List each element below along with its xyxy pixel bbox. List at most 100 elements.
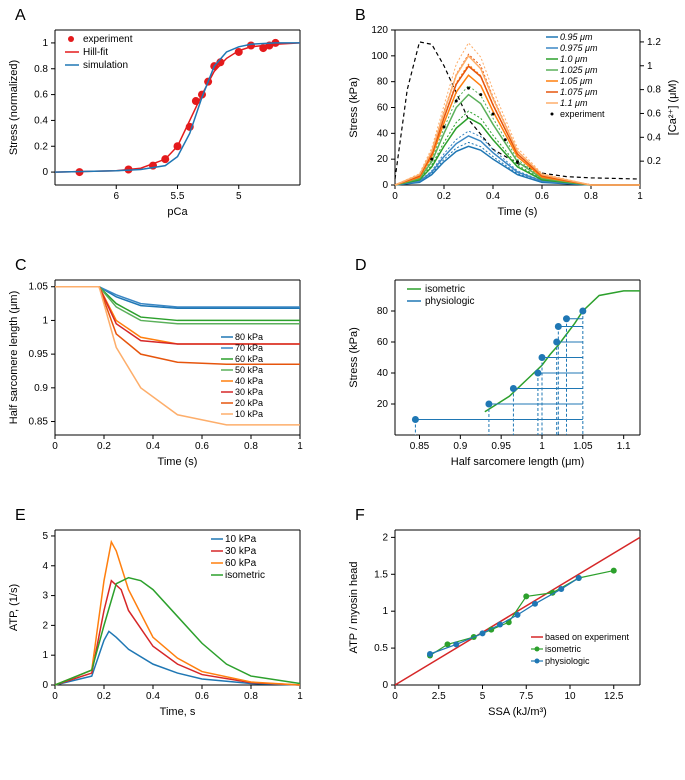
svg-text:0.4: 0.4	[647, 132, 661, 143]
svg-text:1.2: 1.2	[647, 37, 661, 48]
svg-text:SSA (kJ/m³): SSA (kJ/m³)	[488, 706, 547, 718]
svg-text:1: 1	[647, 61, 653, 72]
svg-text:Time (s): Time (s)	[498, 206, 538, 218]
svg-text:0: 0	[42, 167, 48, 178]
svg-text:Stress (normalized): Stress (normalized)	[8, 60, 20, 155]
svg-text:0.85: 0.85	[29, 417, 49, 428]
svg-text:20: 20	[377, 399, 389, 410]
svg-text:70 kPa: 70 kPa	[235, 343, 263, 353]
svg-text:2.5: 2.5	[432, 691, 446, 702]
svg-text:0: 0	[52, 691, 58, 702]
svg-text:60 kPa: 60 kPa	[235, 354, 263, 364]
svg-text:0: 0	[382, 680, 388, 691]
svg-text:physiologic: physiologic	[425, 296, 474, 307]
svg-text:[Ca²⁺] (μM): [Ca²⁺] (μM)	[667, 80, 679, 136]
svg-text:0.95 μm: 0.95 μm	[560, 32, 593, 42]
svg-text:0.8: 0.8	[647, 85, 661, 96]
svg-text:60: 60	[377, 337, 389, 348]
svg-text:1: 1	[637, 191, 643, 202]
svg-text:B: B	[355, 7, 366, 24]
svg-text:0.975 μm: 0.975 μm	[560, 43, 598, 53]
svg-text:1.05: 1.05	[29, 282, 49, 293]
svg-text:1: 1	[42, 38, 48, 49]
svg-text:5: 5	[42, 531, 48, 542]
svg-text:0.8: 0.8	[244, 691, 258, 702]
svg-text:20: 20	[377, 154, 389, 165]
svg-text:based on experiment: based on experiment	[545, 632, 630, 642]
svg-text:isometric: isometric	[225, 570, 265, 581]
svg-text:0.6: 0.6	[535, 191, 549, 202]
svg-text:0.8: 0.8	[34, 64, 48, 75]
svg-text:1.05: 1.05	[573, 441, 593, 452]
svg-text:0.85: 0.85	[410, 441, 430, 452]
svg-text:20 kPa: 20 kPa	[235, 398, 263, 408]
svg-text:0.95: 0.95	[491, 441, 511, 452]
svg-text:0: 0	[382, 180, 388, 191]
svg-text:5: 5	[480, 691, 486, 702]
svg-text:0: 0	[52, 441, 58, 452]
svg-text:60: 60	[377, 103, 389, 114]
svg-text:2: 2	[382, 532, 388, 543]
svg-text:Time, s: Time, s	[160, 706, 196, 718]
svg-text:1.075 μm: 1.075 μm	[560, 87, 598, 97]
svg-text:0.95: 0.95	[29, 349, 49, 360]
svg-text:5.5: 5.5	[171, 191, 185, 202]
svg-text:1.1 μm: 1.1 μm	[560, 98, 588, 108]
svg-text:Stress (kPa): Stress (kPa)	[348, 327, 360, 388]
svg-text:isometric: isometric	[545, 644, 582, 654]
svg-text:10: 10	[564, 691, 576, 702]
svg-text:120: 120	[371, 25, 388, 36]
svg-text:4: 4	[42, 561, 48, 572]
svg-text:0.8: 0.8	[244, 441, 258, 452]
figure-svg: A65.5500.20.40.60.81pCaStress (normalize…	[0, 0, 685, 775]
svg-text:30 kPa: 30 kPa	[235, 387, 263, 397]
svg-text:physiologic: physiologic	[545, 656, 590, 666]
svg-text:80 kPa: 80 kPa	[235, 332, 263, 342]
svg-text:2: 2	[42, 620, 48, 631]
svg-text:Hill-fit: Hill-fit	[83, 47, 108, 58]
svg-text:pCa: pCa	[167, 206, 188, 218]
svg-text:0.4: 0.4	[146, 691, 160, 702]
svg-text:C: C	[15, 257, 27, 274]
svg-text:0.6: 0.6	[195, 441, 209, 452]
svg-text:0: 0	[392, 691, 398, 702]
svg-text:1.1: 1.1	[617, 441, 631, 452]
svg-text:0: 0	[42, 680, 48, 691]
svg-text:0.2: 0.2	[437, 191, 451, 202]
svg-text:1.5: 1.5	[374, 569, 388, 580]
svg-text:40: 40	[377, 128, 389, 139]
svg-text:F: F	[355, 507, 365, 524]
svg-text:100: 100	[371, 51, 388, 62]
svg-text:0.5: 0.5	[374, 643, 388, 654]
svg-text:Half sarcomere length (μm): Half sarcomere length (μm)	[451, 456, 585, 468]
svg-text:1.025 μm: 1.025 μm	[560, 65, 598, 75]
svg-text:0.2: 0.2	[647, 156, 661, 167]
svg-text:E: E	[15, 507, 26, 524]
svg-text:12.5: 12.5	[604, 691, 624, 702]
svg-text:3: 3	[42, 591, 48, 602]
svg-text:0.2: 0.2	[34, 141, 48, 152]
svg-text:1: 1	[297, 441, 303, 452]
svg-text:10 kPa: 10 kPa	[225, 534, 257, 545]
svg-text:7.5: 7.5	[519, 691, 533, 702]
svg-text:5: 5	[236, 191, 242, 202]
svg-text:1: 1	[539, 441, 545, 452]
svg-text:0.4: 0.4	[146, 441, 160, 452]
svg-text:0.6: 0.6	[647, 108, 661, 119]
svg-text:60 kPa: 60 kPa	[225, 558, 257, 569]
svg-text:0.6: 0.6	[34, 90, 48, 101]
svg-text:1: 1	[42, 315, 48, 326]
svg-text:ATP, (1/s): ATP, (1/s)	[8, 584, 20, 631]
svg-text:0.2: 0.2	[97, 441, 111, 452]
svg-text:experiment: experiment	[83, 34, 133, 45]
svg-text:ATP / myosin head: ATP / myosin head	[348, 562, 360, 654]
svg-text:simulation: simulation	[83, 60, 128, 71]
svg-text:0.4: 0.4	[486, 191, 500, 202]
svg-text:10 kPa: 10 kPa	[235, 409, 263, 419]
svg-text:80: 80	[377, 306, 389, 317]
svg-text:1.0 μm: 1.0 μm	[560, 54, 588, 64]
svg-text:0.9: 0.9	[453, 441, 467, 452]
svg-text:0.6: 0.6	[195, 691, 209, 702]
svg-text:1.05 μm: 1.05 μm	[560, 76, 593, 86]
svg-text:0.9: 0.9	[34, 383, 48, 394]
